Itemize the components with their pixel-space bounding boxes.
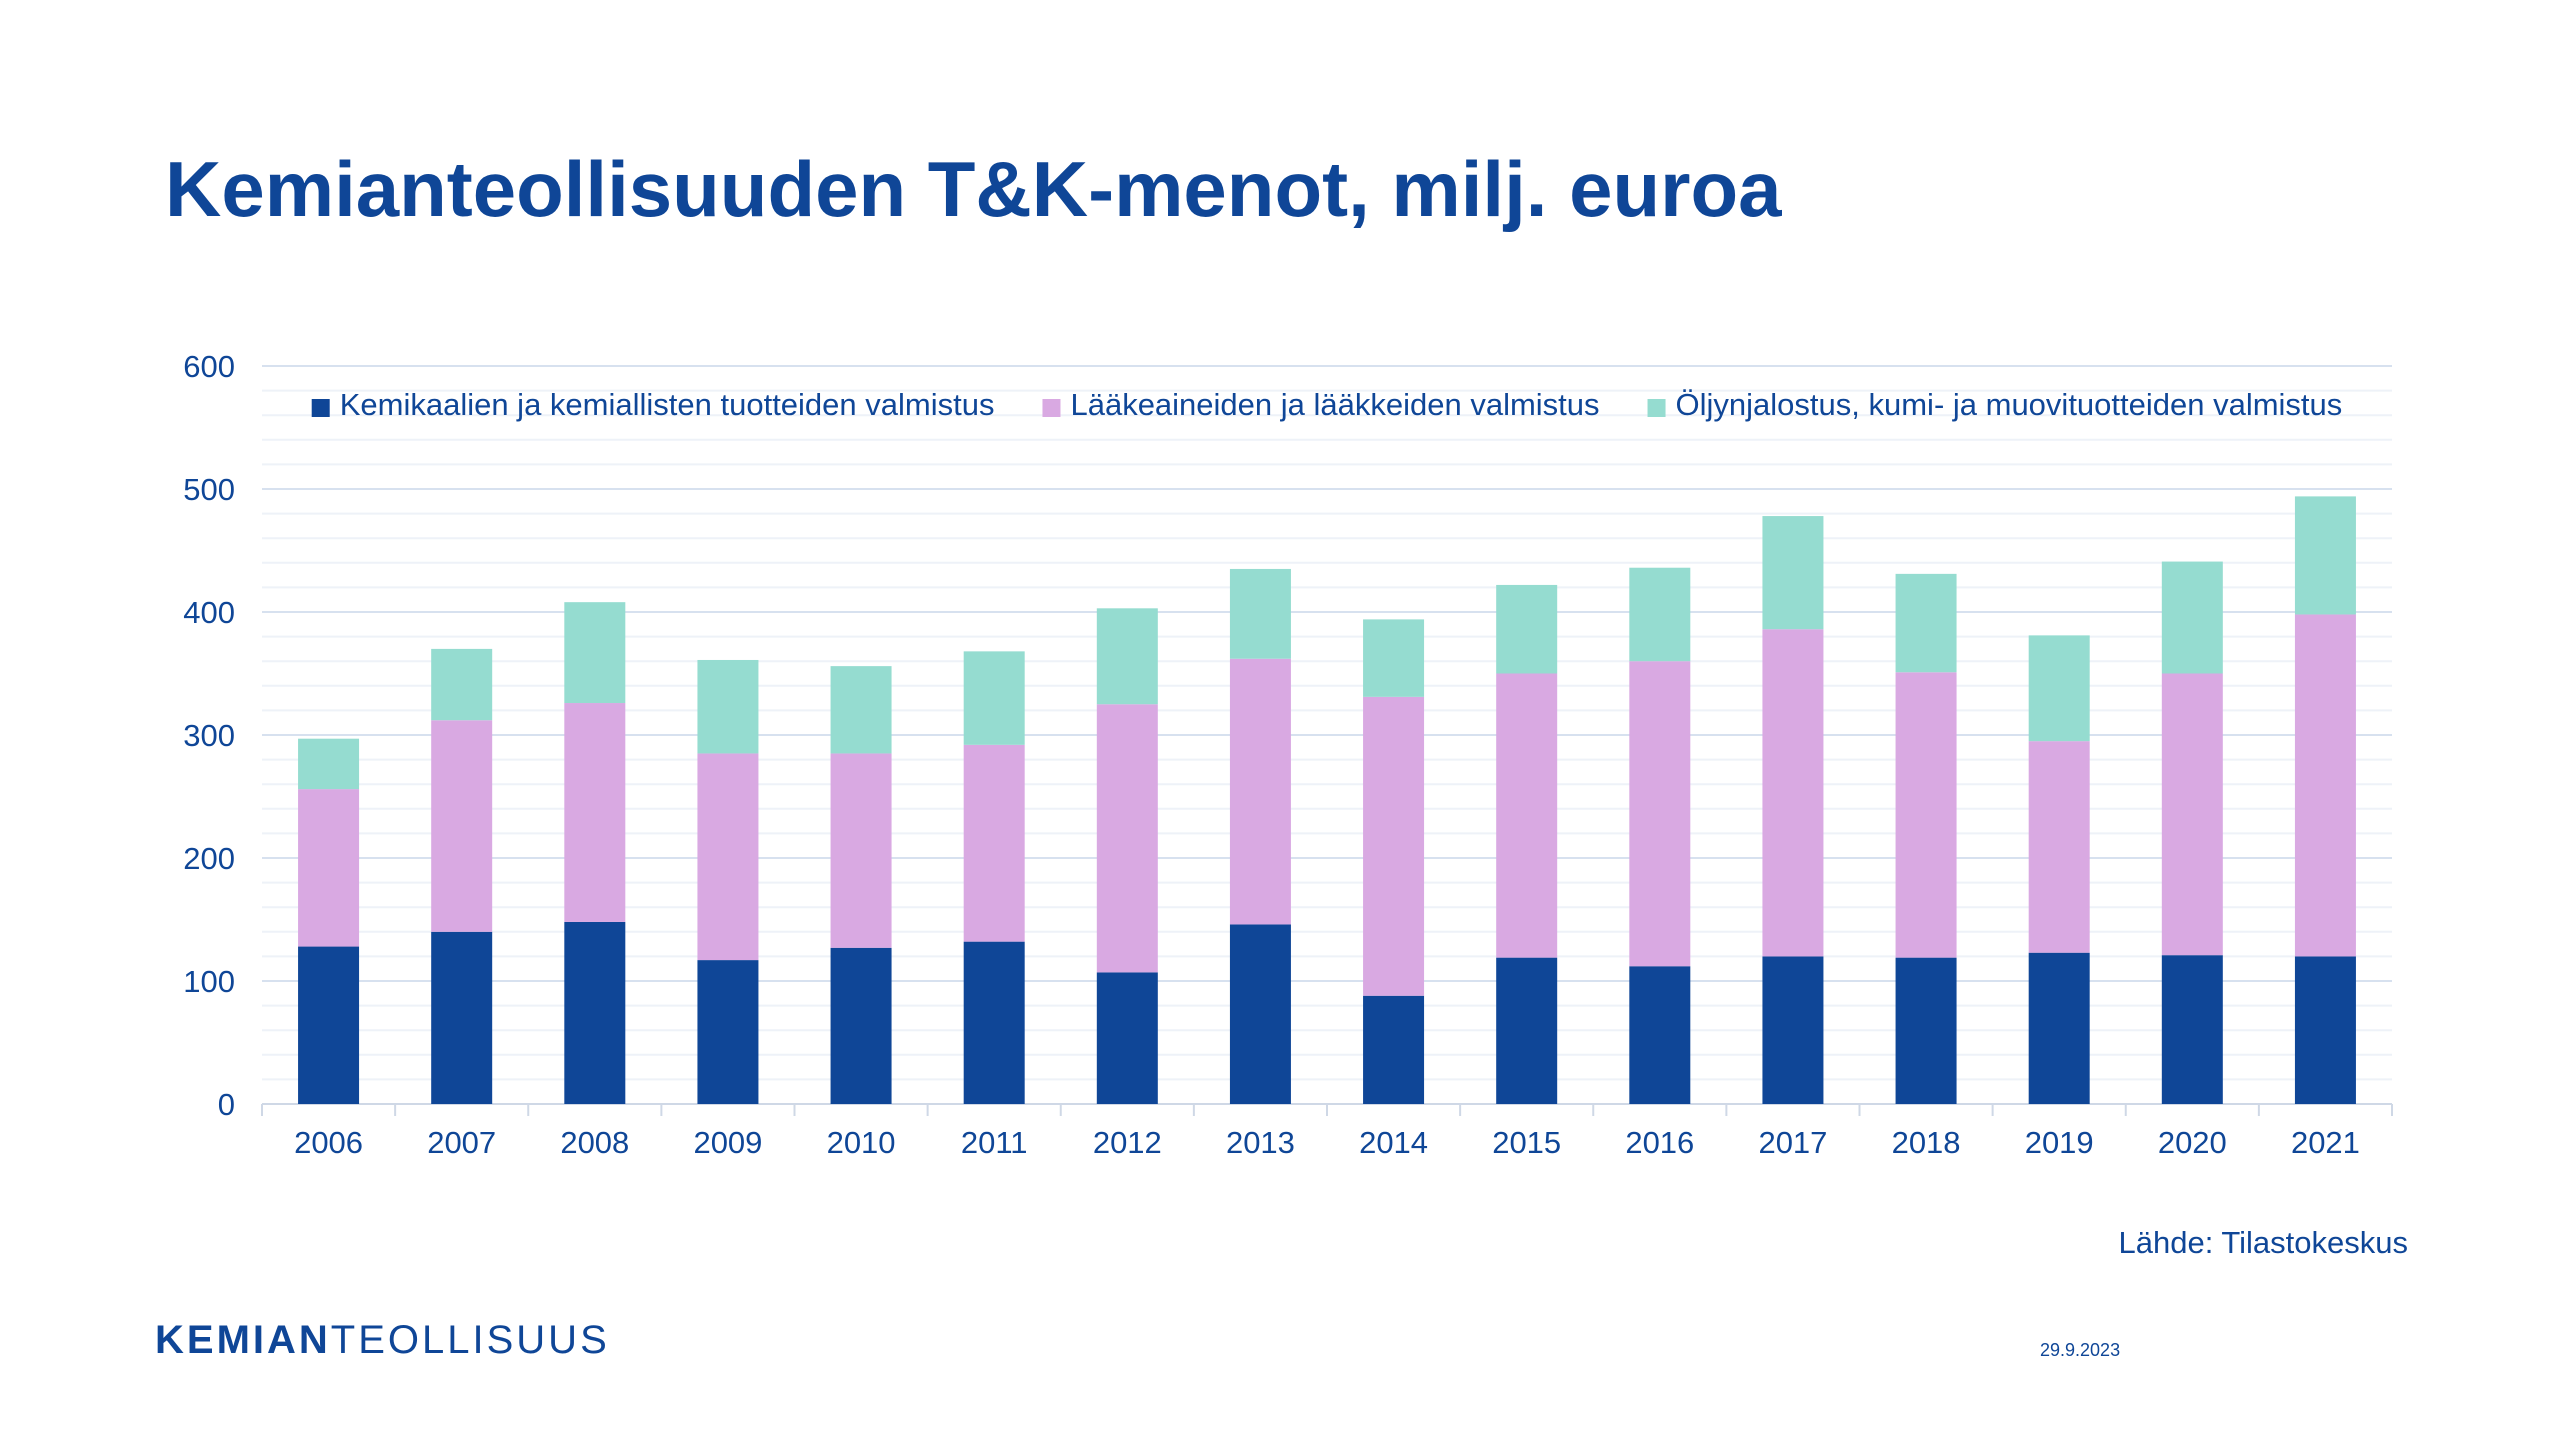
x-tick-label: 2015 <box>1492 1125 1561 1160</box>
bar-2010-series-3 <box>830 666 892 754</box>
bar-2016-series-2 <box>1629 661 1691 967</box>
bar-2008-series-2 <box>564 703 626 922</box>
y-tick-label: 400 <box>183 595 235 630</box>
x-tick-label: 2017 <box>1758 1125 1827 1160</box>
source-note: Lähde: Tilastokeskus <box>2118 1225 2408 1260</box>
bar-2020-series-3 <box>2161 561 2223 674</box>
bar-2021-series-3 <box>2294 496 2356 615</box>
bar-2011-series-3 <box>963 651 1025 745</box>
x-tick-label: 2006 <box>294 1125 363 1160</box>
company-logo: KEMIANTEOLLISUUS <box>155 1318 610 1363</box>
y-tick-label: 500 <box>183 472 235 507</box>
logo-regular-part: TEOLLISUUS <box>330 1318 610 1362</box>
bar-2010-series-2 <box>830 753 892 948</box>
x-tick-label: 2020 <box>2158 1125 2227 1160</box>
bar-2007-series-3 <box>431 648 493 721</box>
x-tick-label: 2009 <box>693 1125 762 1160</box>
bar-2016-series-3 <box>1629 567 1691 662</box>
bar-2020-series-1 <box>2161 955 2223 1104</box>
bar-2015-series-1 <box>1496 957 1558 1104</box>
y-tick-label: 0 <box>218 1087 235 1122</box>
bar-2020-series-2 <box>2161 673 2223 956</box>
bar-2017-series-2 <box>1762 629 1824 957</box>
legend-swatch <box>1042 399 1061 417</box>
bar-2010-series-1 <box>830 947 892 1104</box>
legend: Kemikaalien ja kemiallisten tuotteiden v… <box>311 387 2343 422</box>
bar-2015-series-3 <box>1496 584 1558 674</box>
bar-2014-series-3 <box>1363 619 1425 697</box>
bar-2009-series-2 <box>697 753 759 961</box>
bar-2012-series-2 <box>1096 704 1158 973</box>
bar-2006-series-3 <box>298 738 360 790</box>
y-tick-label: 600 <box>183 349 235 384</box>
bar-2014-series-1 <box>1363 995 1425 1104</box>
bar-2021-series-1 <box>2294 956 2356 1104</box>
x-axis-ticks: 2006 2007 2008 2009 2010 2011 2012 2013 2014 2015… <box>294 1125 2360 1160</box>
bar-2012-series-3 <box>1096 608 1158 705</box>
logo-bold-part: KEMIAN <box>155 1318 331 1362</box>
y-tick-label: 100 <box>183 964 235 999</box>
slide-title: Kemianteollisuuden T&K-menot, milj. euro… <box>165 145 1782 233</box>
x-tick-label: 2019 <box>2025 1125 2094 1160</box>
bar-2007-series-2 <box>431 720 493 932</box>
bar-2019-series-2 <box>2028 741 2090 953</box>
bar-2013-series-2 <box>1229 658 1291 925</box>
bar-2014-series-2 <box>1363 696 1425 996</box>
x-tick-label: 2014 <box>1359 1125 1428 1160</box>
bar-2017-series-1 <box>1762 956 1824 1104</box>
y-tick-label: 300 <box>183 718 235 753</box>
legend-item-2: Lääkeaineiden ja lääkkeiden valmistus <box>1042 387 1600 422</box>
y-axis-ticks: 0 100 200 300 400 500 600 <box>183 349 235 1122</box>
x-tick-label: 2012 <box>1093 1125 1162 1160</box>
x-tick-label: 2011 <box>961 1125 1028 1160</box>
legend-item-1: Kemikaalien ja kemiallisten tuotteiden v… <box>311 387 995 422</box>
y-tick-label: 200 <box>183 841 235 876</box>
x-tick-label: 2013 <box>1226 1125 1295 1160</box>
bar-2009-series-1 <box>697 960 759 1104</box>
bar-2007-series-1 <box>431 931 493 1104</box>
bar-2013-series-1 <box>1229 924 1291 1104</box>
bar-2008-series-3 <box>564 602 626 704</box>
bars <box>298 496 2356 1104</box>
x-tick-label: 2010 <box>827 1125 896 1160</box>
bar-2013-series-3 <box>1229 568 1291 659</box>
bar-2011-series-2 <box>963 744 1025 942</box>
bar-2018-series-3 <box>1895 573 1957 673</box>
bar-2016-series-1 <box>1629 966 1691 1104</box>
legend-label: Öljynjalostus, kumi- ja muovituotteiden … <box>1676 387 2343 422</box>
x-tick-label: 2018 <box>1892 1125 1961 1160</box>
legend-swatch <box>311 399 330 417</box>
bar-2017-series-3 <box>1762 516 1824 630</box>
bar-2006-series-1 <box>298 946 360 1104</box>
bar-2006-series-2 <box>298 789 360 947</box>
bar-2008-series-1 <box>564 921 626 1104</box>
x-tick-label: 2016 <box>1625 1125 1694 1160</box>
bar-2019-series-1 <box>2028 952 2090 1104</box>
bar-2011-series-1 <box>963 941 1025 1104</box>
x-tick-label: 2008 <box>560 1125 629 1160</box>
bar-2015-series-2 <box>1496 673 1558 958</box>
legend-item-3: Öljynjalostus, kumi- ja muovituotteiden … <box>1647 387 2343 422</box>
bar-2018-series-1 <box>1895 957 1957 1104</box>
x-tick-label: 2007 <box>427 1125 496 1160</box>
slide-date: 29.9.2023 <box>2040 1340 2121 1360</box>
legend-label: Kemikaalien ja kemiallisten tuotteiden v… <box>340 387 995 422</box>
x-tick-label: 2021 <box>2291 1125 2360 1160</box>
bar-2019-series-3 <box>2028 635 2090 742</box>
bar-2018-series-2 <box>1895 672 1957 958</box>
legend-label: Lääkeaineiden ja lääkkeiden valmistus <box>1070 387 1599 422</box>
bar-2009-series-3 <box>697 659 759 754</box>
bar-2012-series-1 <box>1096 972 1158 1104</box>
bar-2021-series-2 <box>2294 614 2356 957</box>
legend-swatch <box>1647 399 1666 417</box>
